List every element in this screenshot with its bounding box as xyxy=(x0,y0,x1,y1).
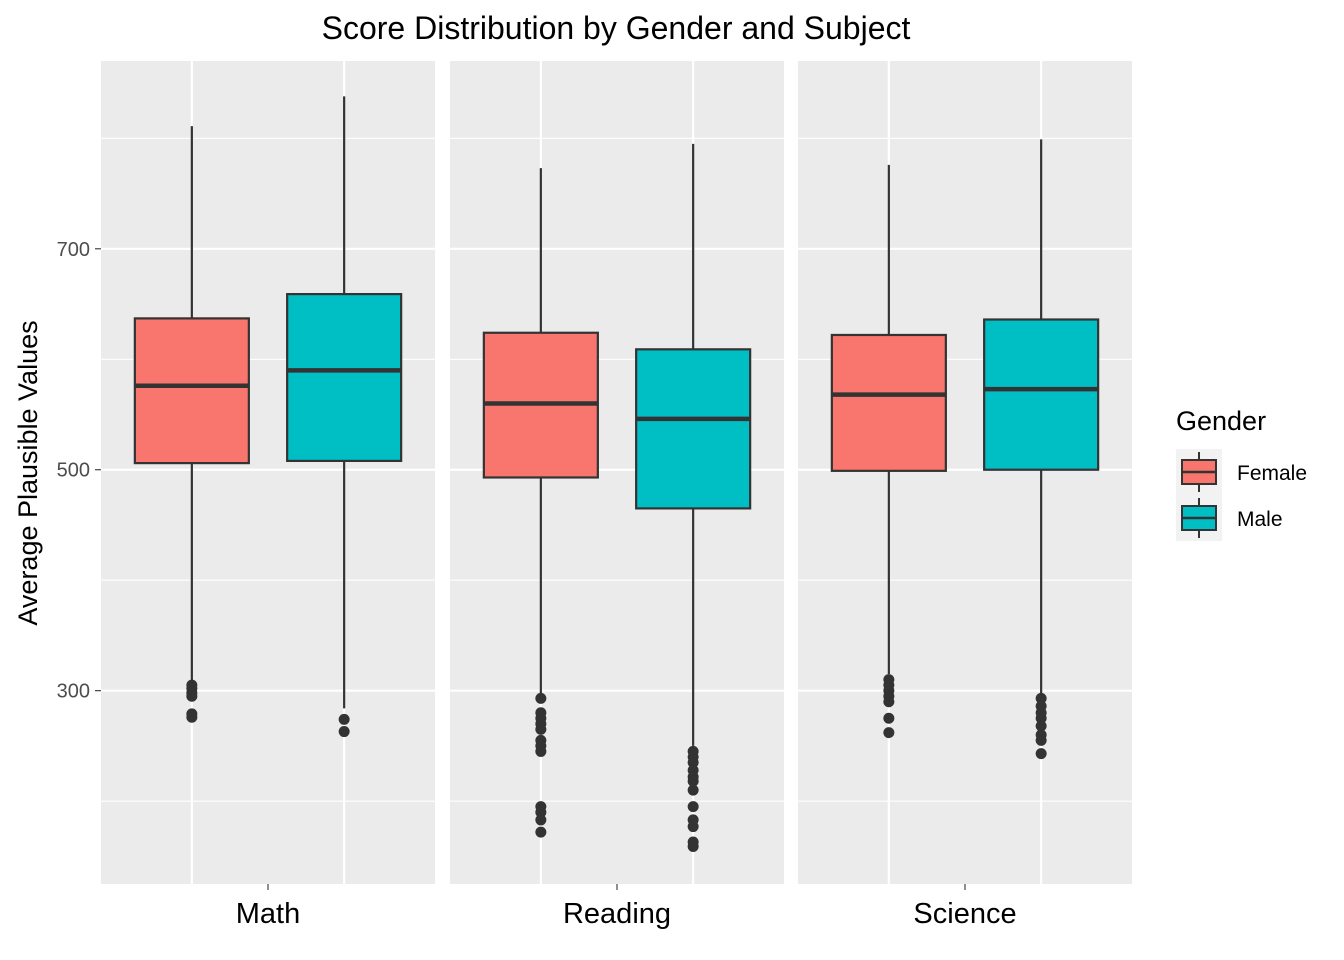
legend-label: Male xyxy=(1237,508,1283,531)
outlier-point xyxy=(186,690,198,702)
box-math-female xyxy=(133,126,250,723)
facet-math: Math xyxy=(101,61,435,930)
legend-item-female: Female xyxy=(1176,449,1307,495)
y-tick-label: 500 xyxy=(57,460,90,482)
outlier-point xyxy=(883,712,895,724)
outlier-point xyxy=(186,711,198,723)
legend: Gender Female Male xyxy=(1176,406,1307,541)
facet-label: Science xyxy=(913,898,1016,930)
outlier-point xyxy=(535,814,547,826)
facet-label: Reading xyxy=(563,898,671,930)
box-iqr xyxy=(983,318,1100,471)
outlier-point xyxy=(687,784,699,796)
outlier-point xyxy=(1035,712,1047,724)
legend-item-male: Male xyxy=(1176,495,1283,541)
box-science-male xyxy=(983,139,1100,760)
outlier-point xyxy=(687,840,699,852)
box-iqr xyxy=(286,292,403,463)
outlier-point xyxy=(687,821,699,833)
box-iqr xyxy=(133,317,250,465)
outlier-point xyxy=(535,723,547,735)
outlier-point xyxy=(535,692,547,704)
box-iqr xyxy=(830,333,947,472)
outlier-point xyxy=(1035,734,1047,746)
y-axis: 300 500 700 xyxy=(57,239,101,703)
box-science-female xyxy=(830,164,947,739)
legend-label: Female xyxy=(1237,462,1307,485)
chart-title: Score Distribution by Gender and Subject xyxy=(322,10,911,46)
facet-science: Science xyxy=(798,61,1132,930)
outlier-point xyxy=(687,801,699,813)
box-math-male xyxy=(286,96,403,738)
outlier-point xyxy=(338,726,350,738)
outlier-point xyxy=(535,806,547,818)
outlier-point xyxy=(883,727,895,739)
panel-background xyxy=(798,61,1132,884)
outlier-point xyxy=(1035,692,1047,704)
facet-label: Math xyxy=(236,898,300,930)
outlier-point xyxy=(687,756,699,768)
outlier-point xyxy=(338,713,350,725)
facet-panels: Math Reading Science xyxy=(101,61,1132,930)
panel-background xyxy=(101,61,435,884)
box-reading-male xyxy=(635,143,752,852)
outlier-point xyxy=(687,775,699,787)
facet-reading: Reading xyxy=(450,61,784,930)
legend-title: Gender xyxy=(1176,406,1266,436)
y-axis-title: Average Plausible Values xyxy=(13,320,43,625)
box-reading-female xyxy=(482,168,599,838)
outlier-point xyxy=(883,696,895,708)
outlier-point xyxy=(1035,720,1047,732)
outlier-point xyxy=(1035,748,1047,760)
y-tick-label: 700 xyxy=(57,239,90,261)
y-tick-label: 300 xyxy=(57,681,90,703)
box-iqr xyxy=(635,348,752,510)
outlier-point xyxy=(535,826,547,838)
outlier-point xyxy=(535,745,547,757)
